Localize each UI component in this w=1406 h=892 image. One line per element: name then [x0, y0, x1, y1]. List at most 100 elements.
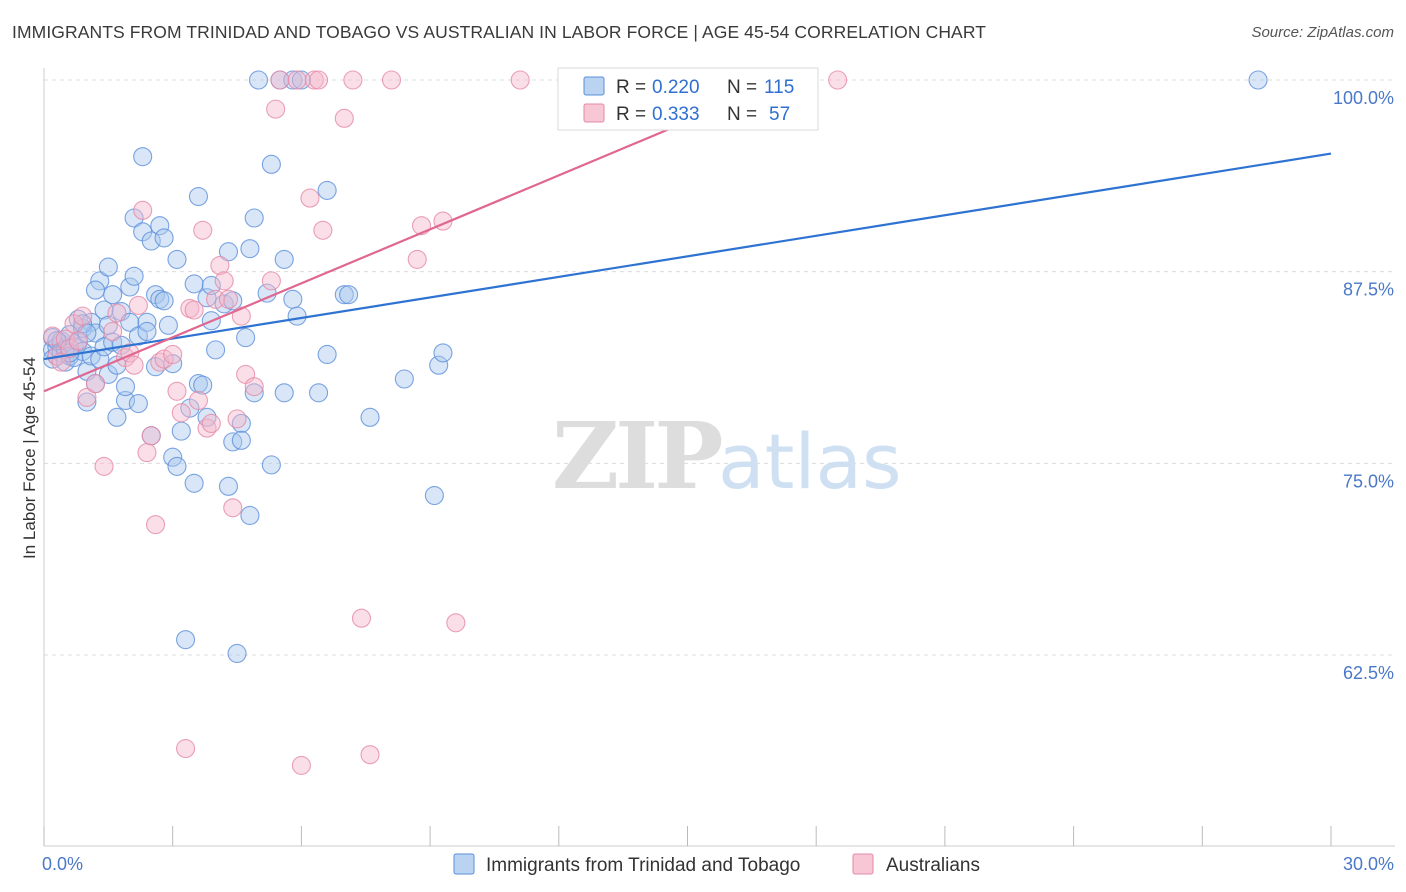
point-blue-75 [218, 242, 239, 262]
point-blue-92 [274, 249, 294, 269]
point-pink-37 [223, 498, 243, 518]
point-blue-105 [429, 355, 449, 375]
point-pink-54 [360, 745, 380, 765]
trend-line-blue [43, 152, 1332, 361]
point-blue-108 [85, 280, 106, 300]
point-blue-43 [128, 393, 148, 414]
point-pink-38 [227, 409, 247, 429]
point-pink-44 [270, 70, 290, 90]
point-blue-84 [244, 208, 264, 228]
point-blue-30 [98, 257, 118, 277]
point-blue-97 [309, 383, 329, 403]
point-blue-67 [193, 375, 213, 395]
y-tick-labels: 100.0% 87.5% 75.0% 62.5% [1333, 88, 1394, 683]
point-pink-17 [133, 200, 153, 220]
point-blue-63 [184, 274, 204, 294]
point-pink-26 [176, 738, 196, 759]
point-blue-81 [236, 328, 256, 348]
point-pink-45 [287, 70, 307, 90]
point-blue-31 [103, 285, 123, 305]
point-blue-88 [261, 154, 281, 174]
point-blue-45 [133, 147, 153, 167]
point-blue-57 [163, 447, 183, 467]
point-pink-46 [291, 755, 311, 775]
point-blue-89 [261, 455, 281, 475]
y-tick-label-0: 100.0% [1333, 88, 1394, 108]
point-blue-64 [184, 473, 204, 493]
legend-swatch-blue [583, 76, 605, 96]
point-pink-43 [266, 99, 286, 119]
point-pink-24 [167, 381, 187, 401]
point-blue-72 [206, 340, 226, 360]
legend-r-value-pink: 0.333 [652, 104, 700, 125]
point-pink-7 [73, 306, 93, 326]
point-pink-59 [446, 613, 466, 633]
legend-n-value-pink: 57 [769, 104, 790, 125]
point-blue-82 [240, 239, 260, 259]
point-blue-40 [124, 266, 144, 286]
point-blue-100 [334, 285, 354, 305]
point-blue-33 [107, 407, 127, 427]
point-blue-60 [171, 421, 191, 441]
point-pink-28 [184, 300, 204, 320]
y-tick-label-2: 75.0% [1343, 471, 1394, 491]
watermark-atlas: atlas [718, 417, 902, 506]
point-pink-41 [244, 377, 264, 397]
point-blue-54 [154, 291, 174, 311]
point-pink-15 [124, 355, 144, 375]
point-blue-101 [339, 285, 359, 305]
x-tick-label-0: 0.0% [42, 854, 83, 874]
y-axis-label: In Labor Force | Age 45-54 [20, 357, 39, 559]
point-pink-47 [300, 188, 320, 208]
point-blue-104 [424, 485, 444, 506]
watermark-zip: ZIP [552, 402, 721, 510]
point-blue-19 [77, 392, 97, 412]
series-legend-label-blue: Immigrants from Trinidad and Tobago [486, 855, 800, 876]
point-blue-99 [317, 344, 337, 365]
point-pink-35 [214, 271, 234, 291]
legend-r-label-blue: R = [616, 77, 646, 98]
point-blue-61 [176, 630, 196, 650]
point-pink-39 [231, 306, 251, 326]
point-pink-30 [193, 220, 213, 240]
point-blue-113 [158, 315, 178, 335]
legend-swatch-pink [583, 103, 605, 123]
point-pink-52 [343, 70, 363, 90]
point-pink-25 [171, 403, 191, 423]
point-blue-103 [394, 369, 414, 389]
point-blue-78 [227, 643, 247, 664]
point-pink-36 [218, 289, 239, 309]
chart-source: Source: ZipAtlas.com [1251, 24, 1394, 41]
point-pink-50 [313, 220, 333, 240]
point-pink-20 [145, 515, 166, 535]
point-blue-106 [433, 343, 453, 363]
series-legend: Immigrants from Trinidad and Tobago Aust… [453, 853, 980, 876]
point-pink-29 [188, 390, 208, 411]
x-tick-label-1: 30.0% [1343, 854, 1394, 874]
point-blue-80 [231, 430, 251, 450]
point-pink-16 [128, 295, 148, 315]
point-blue-86 [248, 70, 269, 90]
point-blue-38 [120, 277, 140, 297]
point-pink-9 [85, 374, 106, 394]
stats-legend: R = 0.220 N = 115 R = 0.333 N = 57 [557, 67, 819, 131]
point-pink-6 [68, 331, 88, 351]
point-pink-61 [828, 70, 848, 90]
point-blue-91 [274, 383, 294, 403]
point-blue-24 [90, 271, 110, 291]
x-tick-labels: 0.0% 30.0% [42, 854, 1394, 874]
legend-n-value-blue: 115 [764, 77, 794, 98]
point-blue-107 [1248, 70, 1268, 90]
watermark: ZIP atlas [552, 402, 902, 510]
axes [43, 68, 1395, 847]
point-pink-48 [304, 70, 324, 90]
point-blue-102 [360, 407, 380, 427]
point-pink-51 [334, 108, 354, 128]
chart-title: IMMIGRANTS FROM TRINIDAD AND TOBAGO VS A… [12, 22, 987, 42]
point-blue-93 [283, 289, 303, 309]
point-pink-19 [141, 426, 161, 446]
point-blue-98 [317, 180, 337, 200]
point-pink-10 [94, 456, 114, 476]
point-blue-95 [287, 306, 307, 326]
point-blue-58 [167, 456, 187, 476]
